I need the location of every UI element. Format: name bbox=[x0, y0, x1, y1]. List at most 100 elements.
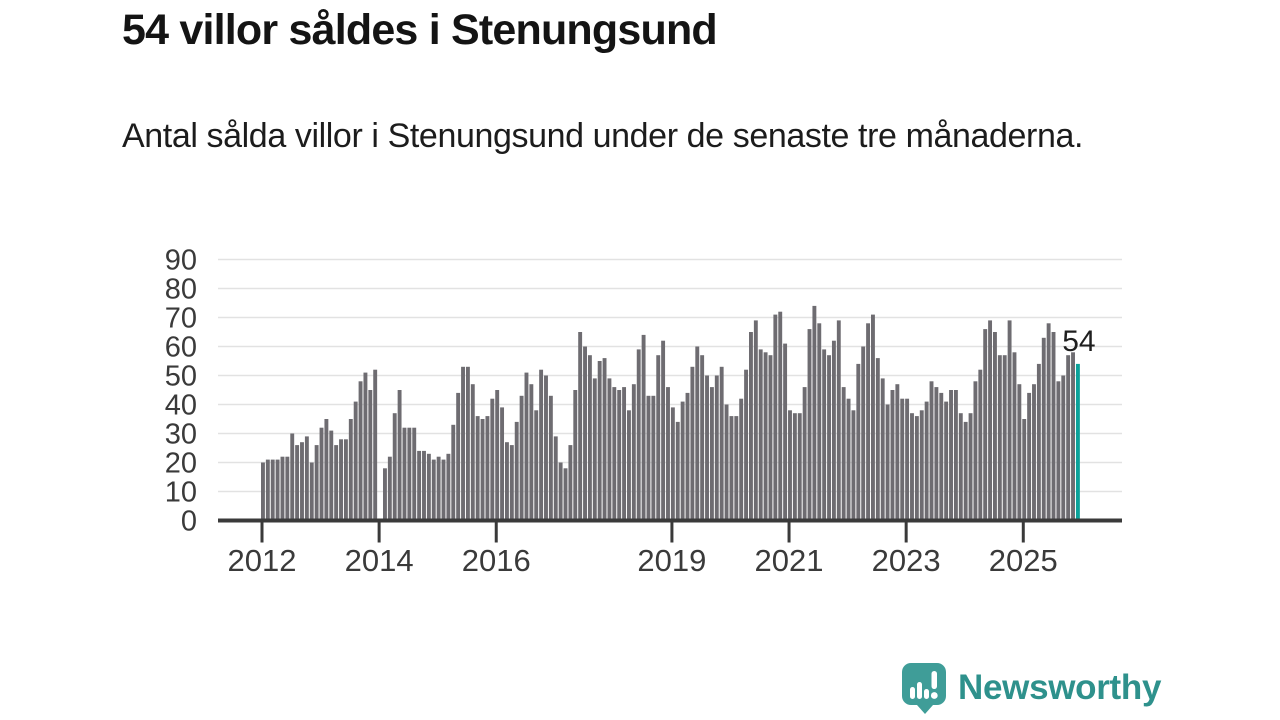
bar bbox=[348, 419, 353, 521]
bar bbox=[383, 468, 387, 521]
bar bbox=[534, 410, 539, 521]
bar bbox=[553, 436, 558, 521]
bar bbox=[709, 387, 714, 521]
bar bbox=[343, 439, 348, 521]
bar bbox=[1061, 375, 1066, 521]
bar bbox=[422, 450, 426, 521]
bar bbox=[627, 410, 631, 521]
bar bbox=[280, 456, 285, 521]
bar bbox=[714, 375, 719, 521]
bar bbox=[939, 392, 944, 521]
y-tick-label: 90 bbox=[165, 245, 197, 277]
y-tick-label: 20 bbox=[165, 448, 197, 480]
bar bbox=[509, 445, 514, 521]
y-tick-label: 40 bbox=[165, 390, 197, 422]
bar bbox=[505, 442, 509, 521]
bar bbox=[544, 375, 548, 521]
bar bbox=[578, 332, 583, 521]
bar bbox=[309, 462, 314, 521]
bar bbox=[997, 355, 1002, 521]
bar bbox=[685, 392, 690, 521]
bar bbox=[300, 442, 304, 521]
bar bbox=[797, 413, 802, 521]
bar bbox=[612, 387, 617, 521]
bar bbox=[670, 407, 675, 521]
bar bbox=[314, 445, 319, 521]
bar bbox=[519, 395, 524, 521]
bar bbox=[1007, 320, 1012, 521]
bar bbox=[1012, 352, 1017, 521]
newsworthy-logo: Newsworthy bbox=[901, 662, 1161, 714]
x-tick-label: 2019 bbox=[637, 543, 706, 578]
bar bbox=[295, 445, 300, 521]
bar bbox=[431, 459, 436, 521]
bar bbox=[880, 378, 885, 521]
bar bbox=[963, 421, 968, 521]
bar bbox=[592, 378, 597, 521]
bar bbox=[324, 419, 329, 521]
chart-subtitle: Antal sålda villor i Stenungsund under d… bbox=[122, 117, 1084, 155]
bar bbox=[802, 387, 807, 521]
bar bbox=[417, 450, 422, 521]
bar bbox=[949, 390, 953, 521]
bar bbox=[583, 346, 587, 521]
x-tick-label: 2025 bbox=[989, 543, 1058, 578]
bar bbox=[817, 323, 822, 521]
bar bbox=[749, 332, 753, 521]
bar bbox=[905, 398, 910, 521]
bar bbox=[529, 384, 534, 521]
bar bbox=[841, 387, 846, 521]
bar bbox=[1041, 337, 1046, 521]
bar bbox=[495, 390, 500, 521]
bar bbox=[792, 413, 797, 521]
bar bbox=[358, 381, 363, 521]
bar bbox=[622, 387, 627, 521]
y-tick-label: 30 bbox=[165, 419, 197, 451]
bar bbox=[392, 413, 397, 521]
bar bbox=[465, 366, 470, 521]
bar bbox=[490, 398, 495, 521]
bar bbox=[680, 401, 685, 521]
bar bbox=[988, 320, 993, 521]
bar bbox=[1017, 384, 1022, 521]
bar bbox=[1066, 355, 1071, 521]
bar bbox=[470, 384, 475, 521]
x-tick-label: 2014 bbox=[345, 543, 414, 578]
bar bbox=[631, 384, 636, 521]
bar bbox=[885, 404, 890, 521]
bar bbox=[744, 369, 749, 521]
bar bbox=[910, 413, 914, 521]
bar bbox=[1022, 419, 1027, 521]
bar bbox=[993, 332, 997, 521]
y-tick-label: 60 bbox=[165, 332, 197, 364]
bar bbox=[514, 421, 519, 521]
bar bbox=[690, 366, 695, 521]
bar bbox=[831, 340, 836, 521]
bar bbox=[973, 381, 978, 521]
bar bbox=[729, 416, 734, 521]
bar bbox=[480, 419, 485, 521]
bar bbox=[397, 390, 402, 521]
x-tick-label: 2023 bbox=[872, 543, 941, 578]
bar bbox=[265, 459, 270, 521]
bar bbox=[861, 346, 866, 521]
bar bbox=[1056, 381, 1061, 521]
bar bbox=[285, 456, 290, 521]
bar bbox=[412, 427, 417, 521]
bar bbox=[1051, 332, 1056, 521]
bar bbox=[656, 355, 661, 521]
bar bbox=[500, 407, 505, 521]
bar bbox=[763, 352, 768, 521]
bar bbox=[387, 456, 392, 521]
bar bbox=[587, 355, 592, 521]
bar bbox=[914, 416, 919, 521]
latest-value-label: 54 bbox=[1062, 325, 1095, 358]
bar bbox=[363, 372, 368, 521]
bar bbox=[563, 468, 568, 521]
bar bbox=[539, 369, 544, 521]
bar bbox=[636, 349, 641, 521]
bar bbox=[651, 395, 656, 521]
bar bbox=[617, 390, 622, 521]
bar bbox=[558, 462, 563, 521]
bar bbox=[734, 416, 739, 521]
